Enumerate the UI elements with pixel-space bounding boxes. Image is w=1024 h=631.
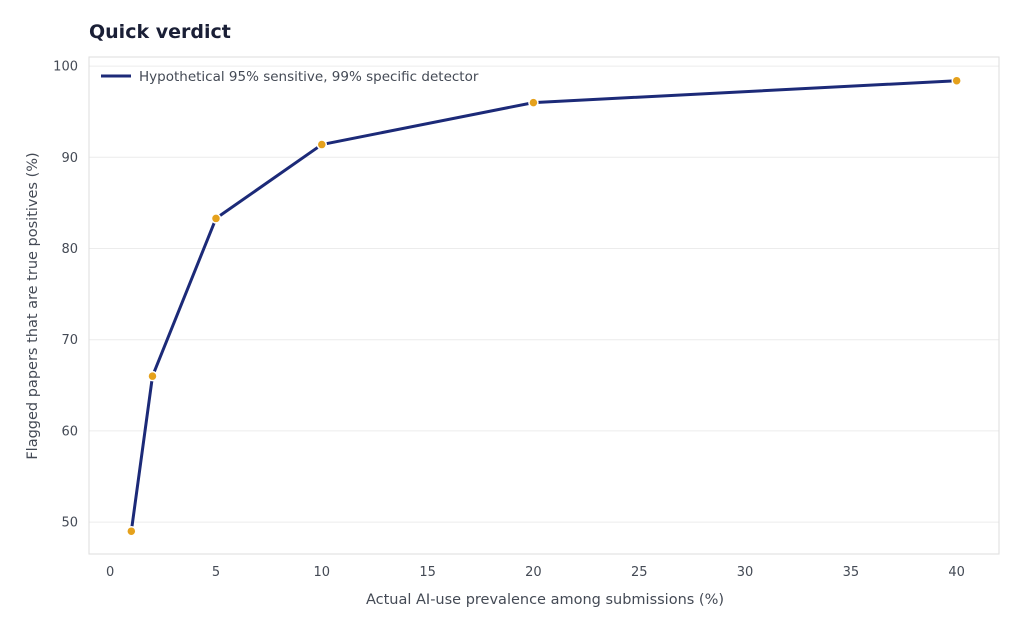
chart-title: Quick verdict xyxy=(89,21,231,43)
series-group xyxy=(126,75,962,537)
data-point-1 xyxy=(126,525,137,537)
y-tick-label-80: 80 xyxy=(61,242,78,257)
data-point-2 xyxy=(147,370,158,382)
gridlines xyxy=(89,65,999,523)
y-tick-label-100: 100 xyxy=(53,60,78,75)
y-tick-label-90: 90 xyxy=(61,151,78,166)
y-axis-label: Flagged papers that are true positives (… xyxy=(25,152,41,459)
x-tick-label-40: 40 xyxy=(948,565,965,580)
legend: Hypothetical 95% sensitive, 99% specific… xyxy=(101,69,479,85)
x-axis-label: Actual AI-use prevalence among submissio… xyxy=(366,592,724,608)
x-tick-label-35: 35 xyxy=(843,565,860,580)
x-axis-ticks: 0 5 10 15 20 25 30 35 40 xyxy=(106,565,965,580)
x-tick-label-30: 30 xyxy=(737,565,754,580)
x-tick-label-10: 10 xyxy=(314,565,331,580)
x-tick-label-20: 20 xyxy=(525,565,542,580)
data-point-10 xyxy=(316,139,328,150)
x-tick-label-0: 0 xyxy=(106,565,114,580)
x-tick-label-25: 25 xyxy=(631,565,648,580)
y-tick-label-60: 60 xyxy=(61,424,78,439)
legend-label: Hypothetical 95% sensitive, 99% specific… xyxy=(139,69,479,85)
plot-frame xyxy=(88,56,1000,555)
x-tick-label-5: 5 xyxy=(212,565,220,580)
x-tick-label-15: 15 xyxy=(419,565,436,580)
data-point-5 xyxy=(210,213,222,224)
y-tick-label-70: 70 xyxy=(61,333,78,348)
data-point-40 xyxy=(951,75,962,86)
y-axis-ticks: 50 60 70 80 90 100 xyxy=(53,60,78,531)
series-line-0 xyxy=(129,79,959,533)
data-point-20 xyxy=(528,97,539,108)
y-tick-label-50: 50 xyxy=(61,516,78,531)
